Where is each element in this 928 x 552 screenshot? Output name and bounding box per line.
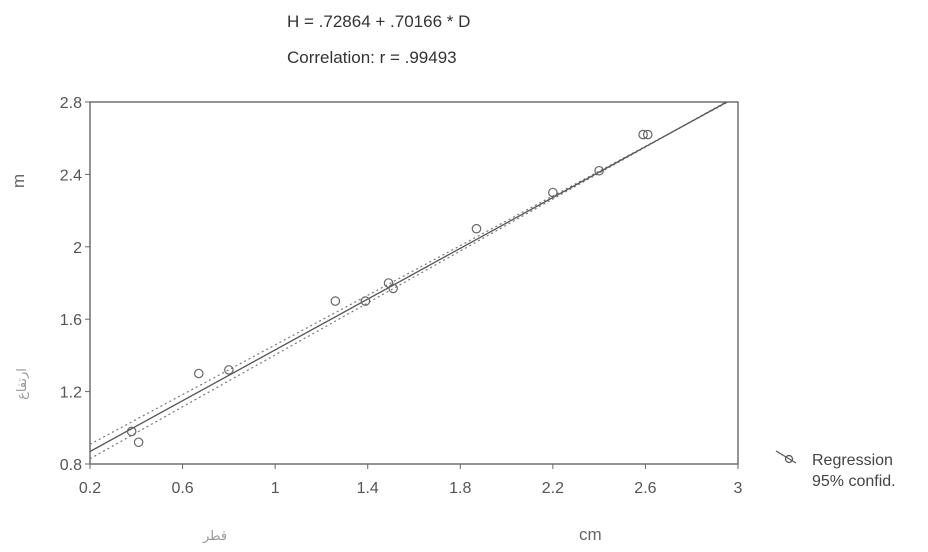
y-ticks: 0.8 1.2 1.6 2 2.4 2.8 — [60, 95, 90, 474]
data-point — [638, 129, 648, 140]
data-point — [330, 296, 341, 306]
x-tick-label: 2.2 — [542, 480, 564, 497]
plot-frame — [89, 101, 739, 465]
confidence-band-lower — [90, 102, 728, 460]
data-point — [126, 426, 137, 437]
legend-confidence-label: 95% confid. — [812, 473, 896, 490]
data-point — [133, 437, 144, 448]
data-point — [193, 368, 204, 379]
x-tick-label: 2.6 — [634, 480, 656, 497]
y-tick-label: 1.6 — [60, 312, 82, 329]
chart-title: H = .72864 + .70166 * D — [287, 12, 470, 31]
y-tick-label: 2.8 — [60, 95, 82, 112]
x-tick-label: 3 — [734, 480, 743, 497]
y-tick-label: 2.4 — [60, 167, 82, 184]
data-point — [548, 187, 558, 198]
legend: Regression 95% confid. — [775, 450, 896, 490]
legend-regression-point — [784, 454, 794, 464]
chart-subtitle: Correlation: r = .99493 — [287, 48, 457, 67]
y-axis-label: m — [9, 174, 28, 188]
x-tick-label: 1.4 — [357, 480, 379, 497]
data-point — [642, 129, 653, 140]
legend-regression-marker — [775, 450, 797, 464]
data-point — [388, 283, 398, 294]
regression-line — [90, 102, 729, 453]
x-tick-label: 1.8 — [449, 480, 471, 497]
data-point — [471, 223, 482, 234]
x-tick-label: 0.2 — [79, 480, 101, 497]
y-axis-label-arabic: ارتفاع — [15, 368, 30, 400]
plot-area: 0.2 0.6 1 1.4 1.8 2.2 2.6 3 0.8 1.2 1.6 2 2.4 2.8 — [60, 95, 743, 497]
legend-regression-label: Regression — [812, 452, 893, 469]
x-ticks: 0.2 0.6 1 1.4 1.8 2.2 2.6 3 — [79, 464, 743, 497]
x-axis-label-arabic: قطر — [202, 529, 227, 544]
data-point — [224, 365, 234, 375]
y-tick-label: 1.2 — [60, 385, 82, 402]
x-tick-label: 1 — [271, 480, 280, 497]
x-axis-label: cm — [579, 525, 602, 544]
data-point — [594, 165, 604, 176]
y-tick-label: 0.8 — [60, 457, 82, 474]
y-tick-label: 2 — [73, 240, 82, 257]
x-tick-label: 0.6 — [171, 480, 193, 497]
series-layer — [90, 102, 730, 460]
data-point — [360, 296, 371, 306]
clipped-series — [90, 102, 730, 460]
